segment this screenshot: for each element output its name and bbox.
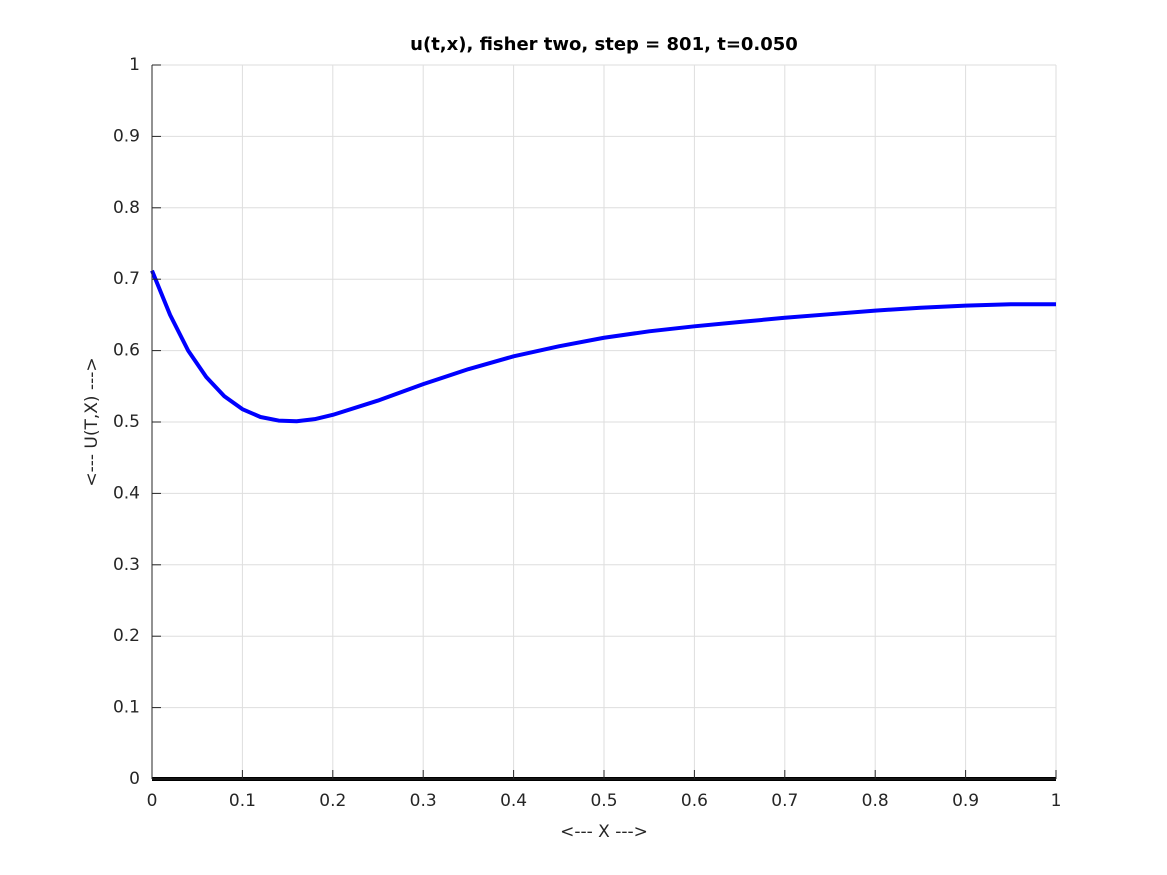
- y-tick-label: 0.1: [113, 698, 140, 718]
- x-tick-label: 0.3: [410, 791, 437, 811]
- x-tick-label: 0.4: [500, 791, 527, 811]
- y-tick-label: 0.5: [113, 412, 140, 432]
- x-tick-label: 0.5: [590, 791, 617, 811]
- y-tick-label: 0.7: [113, 269, 140, 289]
- x-tick-label: 0.8: [862, 791, 889, 811]
- y-tick-label: 0.6: [113, 341, 140, 361]
- y-tick-label: 0.2: [113, 626, 140, 646]
- x-tick-label: 0.6: [681, 791, 708, 811]
- x-tick-label: 1: [1051, 791, 1062, 811]
- x-tick-label: 0.9: [952, 791, 979, 811]
- y-tick-label: 0.8: [113, 198, 140, 218]
- y-axis-label: <--- U(T,X) --->: [82, 357, 102, 486]
- y-tick-label: 0.9: [113, 126, 140, 146]
- x-axis-label: <--- X --->: [560, 822, 648, 842]
- x-tick-label: 0.2: [319, 791, 346, 811]
- data-line: [150, 269, 1056, 424]
- x-tick-label: 0.7: [771, 791, 798, 811]
- chart-title: u(t,x), fisher two, step = 801, t=0.050: [410, 34, 798, 55]
- y-tick-label: 0.3: [113, 555, 140, 575]
- y-tick-label: 0.4: [113, 483, 140, 503]
- y-tick-label: 1: [129, 55, 140, 75]
- x-tick-label: 0: [147, 791, 158, 811]
- y-tick-label: 0: [129, 769, 140, 789]
- x-tick-label: 0.1: [229, 791, 256, 811]
